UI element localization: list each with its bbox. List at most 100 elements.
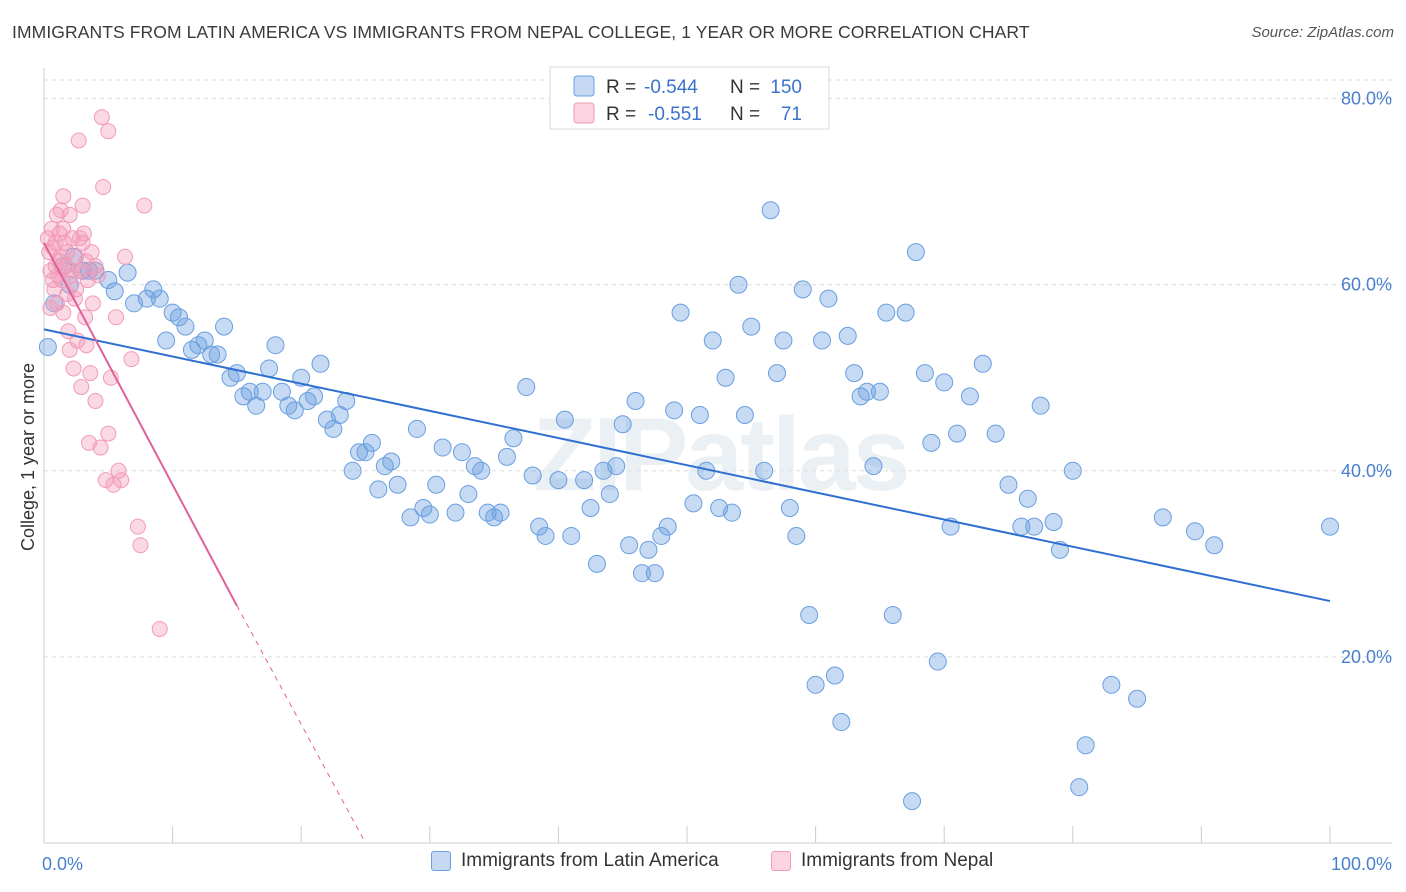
latin-america-point-123 — [903, 792, 922, 811]
nepal-point-38 — [87, 393, 104, 410]
y-tick-label-1: 40.0% — [1341, 461, 1392, 481]
latin-america-point-122 — [896, 303, 915, 322]
latin-america-point-63 — [478, 503, 497, 522]
legend-r-label-pink: R = — [606, 104, 636, 125]
latin-america-point-149 — [1321, 517, 1339, 536]
latin-america-point-92 — [690, 405, 709, 424]
axis-layer — [43, 68, 1392, 844]
latin-america-point-35 — [285, 401, 304, 420]
legend-r-label-blue: R = — [606, 77, 636, 98]
nepal-point-49 — [110, 462, 127, 479]
latin-america-point-74 — [562, 526, 581, 545]
latin-america-point-117 — [858, 382, 877, 401]
latin-america-point-139 — [1044, 512, 1063, 531]
latin-america-point-91 — [684, 494, 703, 513]
nepal-point-58 — [47, 234, 64, 251]
nepal-point-65 — [78, 253, 95, 270]
trend-line-nepal-extension — [236, 605, 366, 844]
latin-america-point-48 — [369, 480, 388, 499]
latin-america-point-56 — [427, 475, 446, 494]
nepal-point-27 — [70, 132, 87, 149]
latin-america-point-76 — [581, 499, 600, 518]
latin-america-point-128 — [935, 373, 954, 392]
nepal-point-55 — [136, 197, 153, 214]
latin-america-point-16 — [163, 303, 182, 322]
latin-america-point-131 — [960, 387, 979, 406]
latin-america-point-105 — [780, 499, 799, 518]
nepal-point-64 — [64, 262, 81, 279]
latin-america-point-20 — [189, 336, 208, 355]
latin-america-point-85 — [639, 540, 658, 559]
latin-america-point-32 — [266, 336, 285, 355]
latin-america-point-24 — [215, 317, 234, 336]
latin-america-point-109 — [806, 675, 825, 694]
latin-america-point-54 — [414, 499, 433, 518]
latin-america-point-64 — [485, 508, 504, 527]
latin-america-point-89 — [665, 401, 684, 420]
nepal-point-51 — [117, 248, 134, 265]
nepal-point-13 — [55, 188, 72, 205]
latin-america-point-44 — [343, 461, 362, 480]
legend-item-nepal: Immigrants from Nepal — [771, 850, 993, 872]
latin-america-point-147 — [1185, 522, 1204, 541]
nepal-point-56 — [151, 620, 168, 637]
latin-america-point-145 — [1128, 689, 1147, 708]
nepal-point-15 — [56, 234, 73, 251]
latin-america-point-51 — [388, 475, 407, 494]
latin-america-point-69 — [523, 466, 542, 485]
nepal-point-44 — [100, 123, 117, 140]
latin-america-point-27 — [234, 387, 253, 406]
nepal-point-40 — [92, 439, 109, 456]
latin-america-point-84 — [632, 564, 651, 583]
latin-america-point-98 — [729, 275, 748, 294]
latin-america-point-96 — [716, 368, 735, 387]
latin-america-point-73 — [555, 410, 574, 429]
legend-r-value-blue: -0.544 — [644, 77, 698, 98]
latin-america-point-142 — [1070, 778, 1089, 797]
latin-america-point-111 — [819, 289, 838, 308]
top-legend: R = -0.544 N = 150 R = -0.551 N = 71 — [549, 66, 830, 130]
y-axis-label: College, 1 year or more — [18, 363, 38, 551]
latin-america-point-124 — [906, 243, 925, 262]
latin-america-point-31 — [260, 359, 279, 378]
latin-america-point-77 — [587, 554, 606, 573]
nepal-point-37 — [84, 295, 101, 312]
latin-america-point-34 — [279, 396, 298, 415]
latin-america-point-144 — [1102, 675, 1121, 694]
trend-line-nepal — [43, 242, 238, 607]
latin-america-point-115 — [845, 364, 864, 383]
nepal-point-30 — [74, 197, 91, 214]
latin-america-point-62 — [472, 461, 491, 480]
latin-america-point-143 — [1076, 736, 1095, 755]
latin-america-point-75 — [575, 471, 594, 490]
legend-swatch-blue — [573, 75, 595, 97]
latin-america-point-61 — [465, 457, 484, 476]
latin-america-point-83 — [626, 392, 645, 411]
nepal-point-62 — [42, 299, 59, 316]
latin-america-point-113 — [832, 713, 851, 732]
latin-america-point-49 — [375, 457, 394, 476]
latin-america-point-130 — [948, 424, 967, 443]
latin-america-point-67 — [504, 429, 523, 448]
latin-america-point-134 — [999, 475, 1018, 494]
legend-r-value-pink: -0.551 — [648, 104, 702, 125]
latin-america-point-133 — [986, 424, 1005, 443]
latin-america-point-146 — [1153, 508, 1172, 527]
nepal-point-19 — [61, 206, 78, 223]
nepal-point-69 — [74, 234, 91, 251]
latin-america-point-81 — [613, 415, 632, 434]
latin-america-point-19 — [182, 340, 201, 359]
x-tick-labels: 0.0% 100.0% — [42, 854, 1392, 874]
latin-america-point-79 — [600, 485, 619, 504]
nepal-point-41 — [93, 109, 110, 126]
latin-america-point-52 — [401, 508, 420, 527]
latin-america-point-46 — [356, 443, 375, 462]
latin-america-point-66 — [497, 447, 516, 466]
points-nepal — [39, 109, 168, 637]
source-credit: Source: ZipAtlas.com — [1251, 24, 1394, 41]
x-tick-label-0: 0.0% — [42, 854, 83, 874]
latin-america-point-55 — [420, 505, 439, 524]
latin-america-point-14 — [150, 289, 169, 308]
nepal-point-47 — [105, 476, 122, 493]
